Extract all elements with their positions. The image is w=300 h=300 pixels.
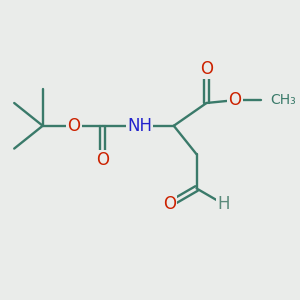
Text: H: H [218, 195, 230, 213]
Text: O: O [229, 91, 242, 109]
Text: O: O [96, 151, 109, 169]
Text: CH₃: CH₃ [271, 93, 296, 107]
Text: O: O [200, 60, 213, 78]
Text: O: O [68, 117, 80, 135]
Text: O: O [163, 195, 176, 213]
Text: NH: NH [127, 117, 152, 135]
